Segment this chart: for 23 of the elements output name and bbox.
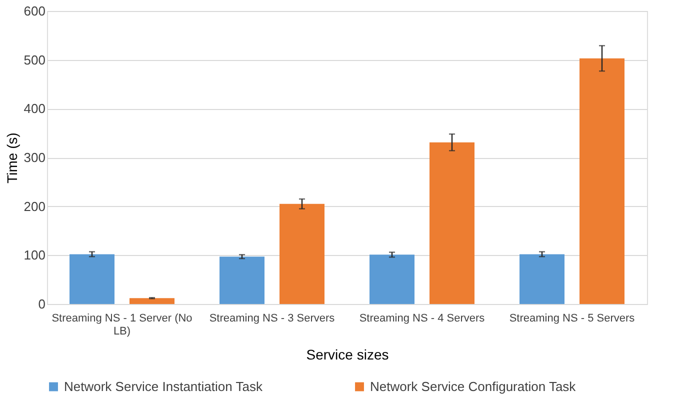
y-axis-title: Time (s) — [4, 132, 20, 184]
x-tick-label: Streaming NS - 5 Servers — [509, 312, 636, 324]
x-axis-title: Service sizes — [306, 346, 389, 362]
legend-label: Network Service Instantiation Task — [64, 378, 263, 394]
y-tick-label: 400 — [24, 101, 46, 116]
bar — [70, 254, 114, 304]
bar — [370, 254, 414, 304]
x-tick-label: Streaming NS - 1 Server (No LB) — [52, 312, 192, 338]
y-tick-label: 0 — [38, 296, 46, 312]
y-tick-label: 200 — [24, 198, 46, 214]
y-tick-label: 300 — [24, 150, 46, 165]
bar — [130, 298, 174, 304]
y-tick-label: 500 — [24, 52, 46, 68]
x-tick-label: Streaming NS - 3 Servers — [209, 312, 336, 324]
bar — [220, 256, 264, 304]
bar — [280, 204, 324, 304]
bar — [580, 58, 624, 304]
bar — [430, 142, 474, 304]
x-tick-label: Streaming NS - 4 Servers — [359, 312, 486, 324]
legend-label: Network Service Configuration Task — [370, 378, 576, 394]
bar — [520, 254, 564, 304]
y-tick-label: 600 — [24, 4, 46, 18]
y-tick-label: 100 — [24, 248, 46, 263]
